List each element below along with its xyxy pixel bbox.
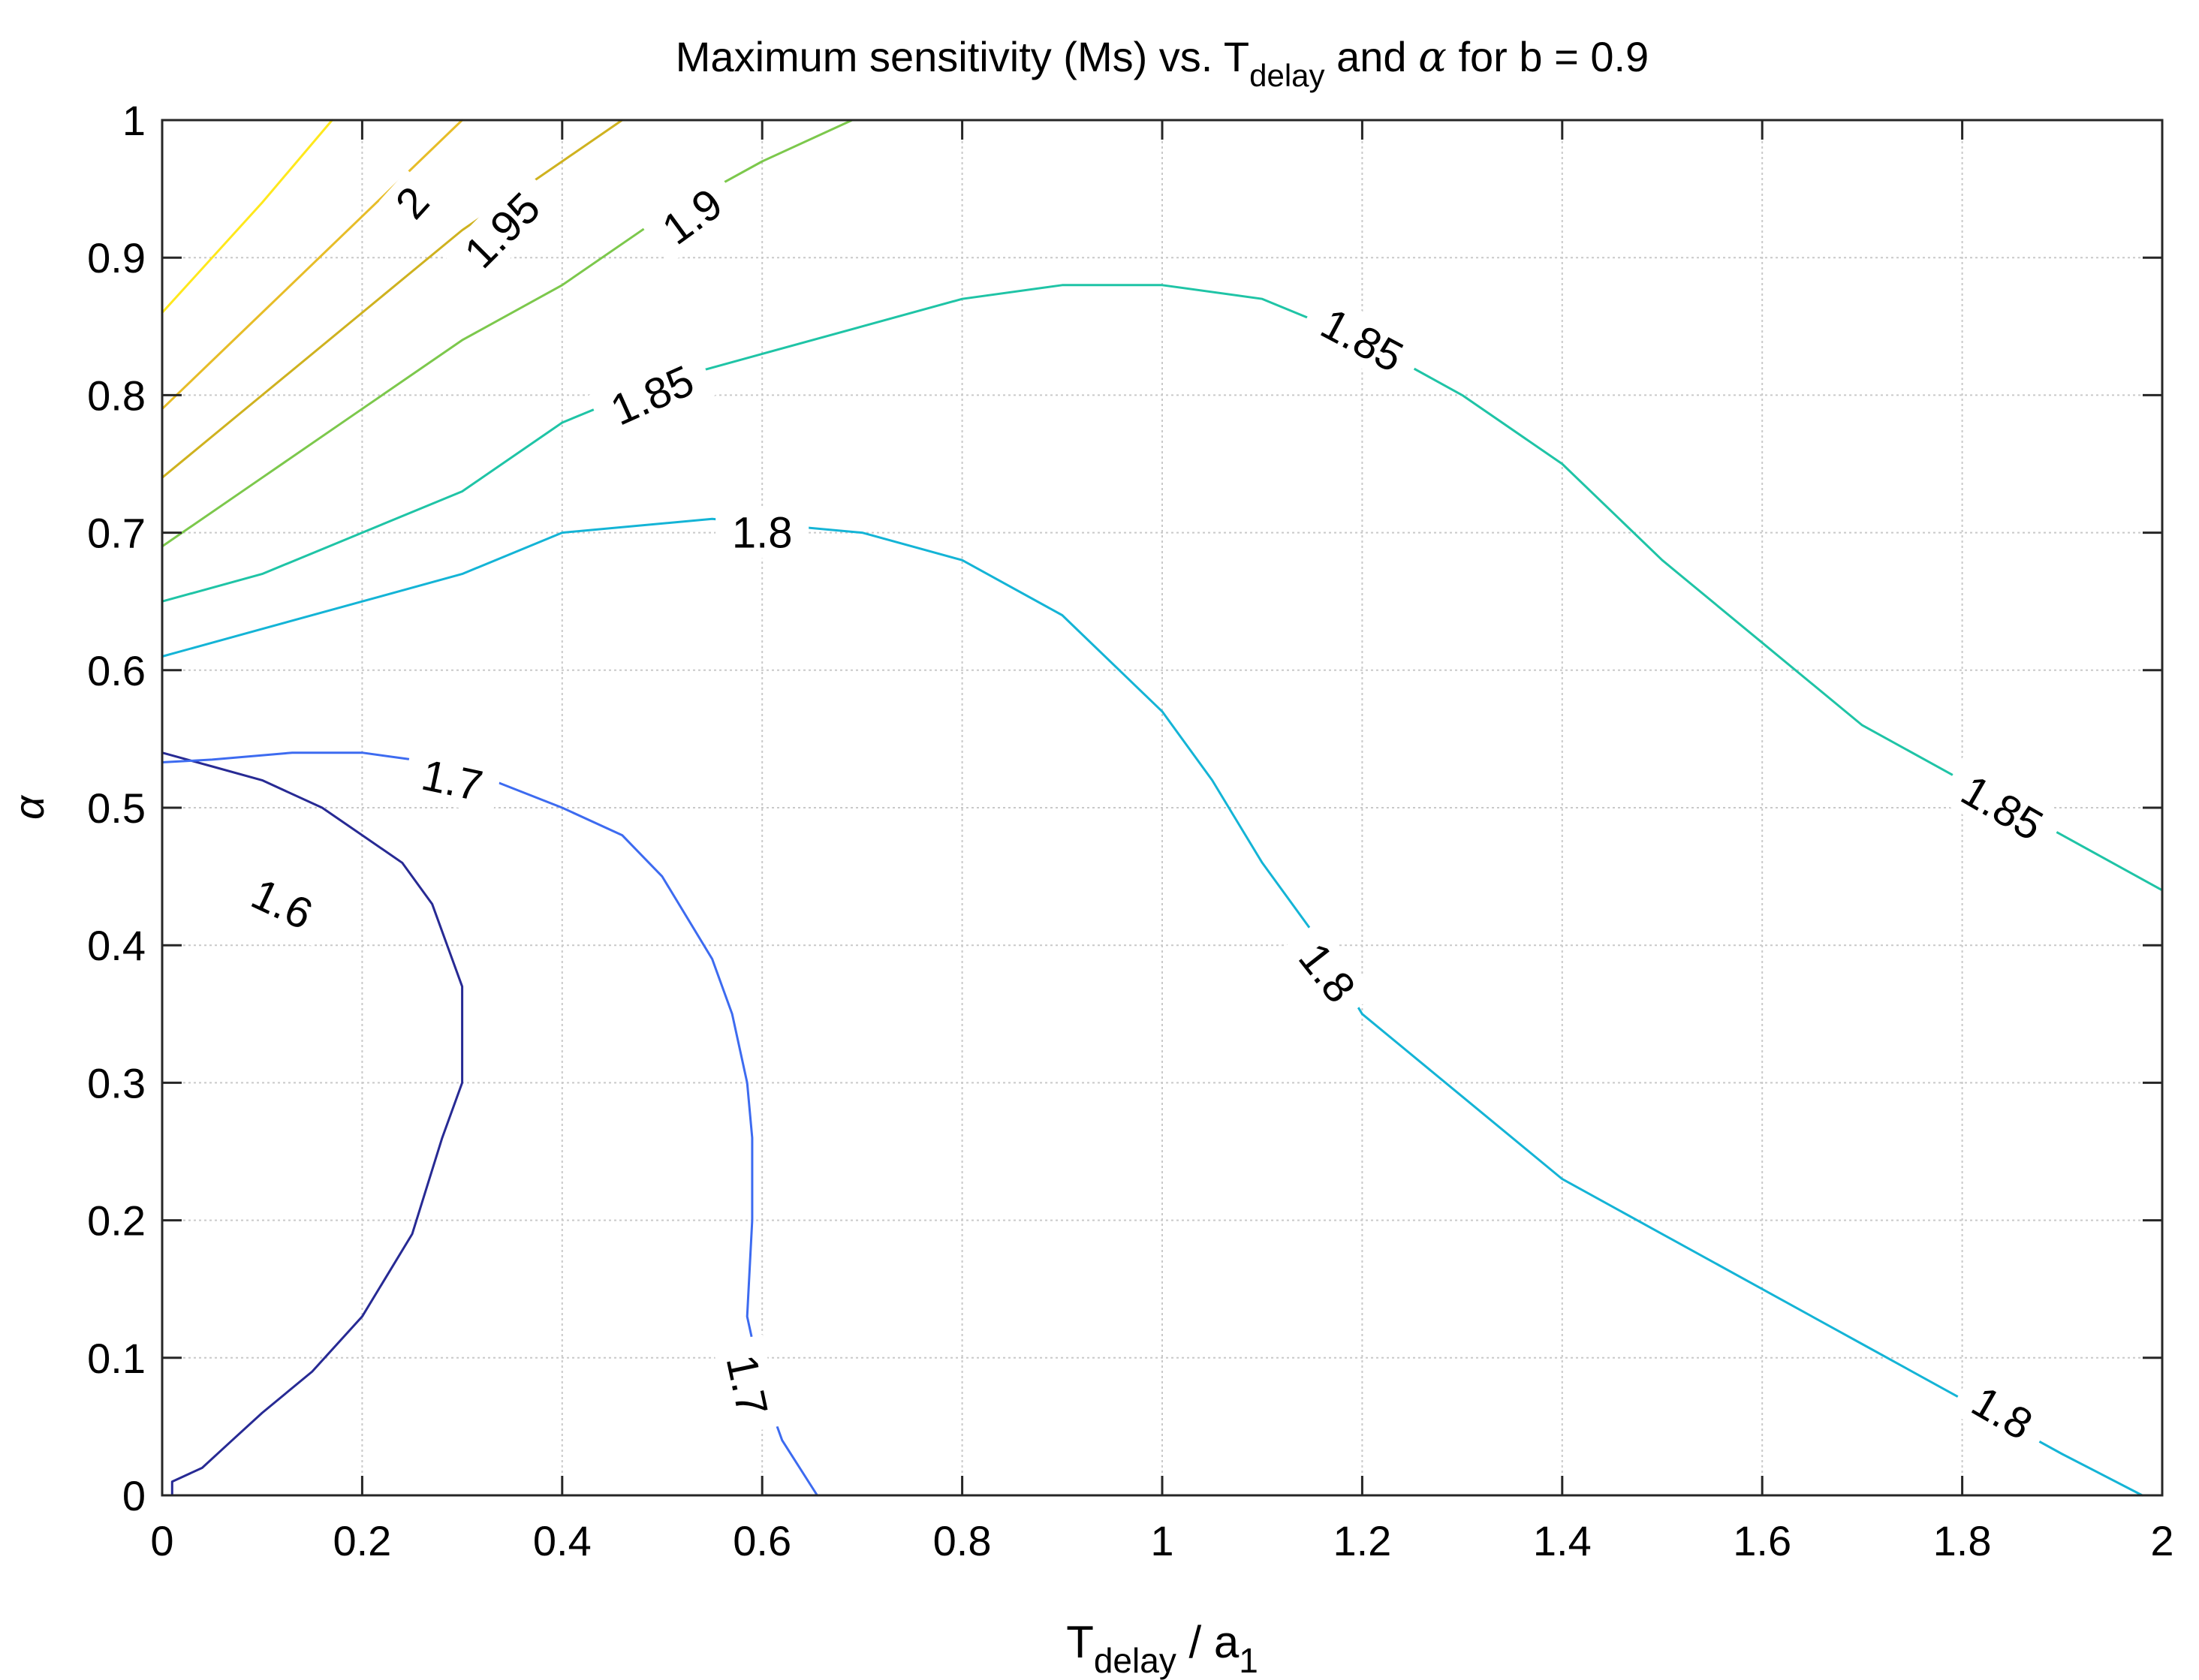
title-main: Maximum sensitivity (Ms) vs. T [676, 33, 1249, 80]
x-axis-label: Tdelay / a1 [1066, 1617, 1258, 1680]
y-tick-label: 0.3 [87, 1059, 146, 1106]
x-tick-label: 0.8 [933, 1517, 992, 1564]
contour-label-background [639, 168, 746, 265]
contour-label: 1.6 [229, 861, 336, 947]
contour-line-1-7 [161, 751, 818, 1497]
y-tick-label: 1 [122, 97, 146, 144]
title-subscript: delay [1249, 58, 1324, 93]
contour-label-background [1949, 1367, 2056, 1459]
contour-label-background [441, 170, 562, 291]
x-tick-label: 1.8 [1933, 1517, 1992, 1564]
contour-line-1-85 [161, 284, 2164, 892]
contour-label-text: 1.8 [732, 509, 793, 558]
grid [162, 120, 2162, 1495]
contour-line-1-8 [161, 517, 2143, 1497]
x-tick-label: 0.2 [333, 1517, 391, 1564]
title-symbol: α [1418, 33, 1447, 82]
y-tick-label: 0.4 [87, 922, 146, 969]
contour-label-background [715, 507, 809, 558]
x-tick-label: 1.2 [1333, 1517, 1391, 1564]
y-tick-label: 0.9 [87, 234, 146, 282]
contour-label-background [1278, 920, 1376, 1025]
y-tick-label: 0.2 [87, 1197, 146, 1245]
x-tick-label: 0 [150, 1517, 173, 1564]
contour-line-1-9 [161, 119, 854, 548]
contour-line-1-975 [161, 119, 464, 411]
x-tick-label: 1 [1150, 1517, 1173, 1564]
contour-lines [161, 119, 2164, 1497]
contour-label: 1.8 [1278, 920, 1376, 1025]
xlabel-middle: / a [1176, 1617, 1240, 1667]
contour-label-background [712, 1334, 782, 1437]
contour-label-background [378, 170, 446, 236]
xlabel-main: T [1066, 1617, 1094, 1667]
y-tick-label: 0.7 [87, 510, 146, 557]
x-tick-label: 0.4 [533, 1517, 592, 1564]
contour-label: 1.7 [712, 1334, 782, 1437]
y-tick-label: 0.8 [87, 372, 146, 419]
axis-ticks [161, 119, 2164, 1497]
contour-line-1-6 [161, 751, 464, 1497]
tick-labels: 0 0.2 0.4 0.6 0.8 1 1.2 1.4 1.6 1.8 2 0 0.1 0.2 0.3 0.4… [87, 97, 2173, 1564]
y-tick-label: 0.1 [87, 1335, 146, 1382]
contour-label: 1.8 [715, 507, 809, 558]
y-tick-label: 0.5 [87, 784, 146, 832]
xlabel-subscript: delay [1094, 1641, 1176, 1680]
contour-line-1-95 [161, 119, 624, 479]
contour-labels: 1.61.71.71.81.81.81.851.851.851.91.952 [229, 168, 2067, 1459]
x-tick-label: 1.6 [1733, 1517, 1791, 1564]
xlabel-subscript-2: 1 [1239, 1641, 1258, 1680]
x-tick-label: 0.6 [733, 1517, 791, 1564]
y-tick-label: 0 [122, 1472, 146, 1519]
x-tick-label: 2 [2150, 1517, 2173, 1564]
y-axis-label: α [5, 794, 53, 820]
title-middle: and [1325, 33, 1419, 80]
contour-label-background [1938, 756, 2067, 860]
contour-label-background [1297, 289, 1427, 391]
contour-line-2 [161, 119, 333, 314]
contour-label-background [229, 861, 336, 947]
title-end: for b = 0.9 [1447, 33, 1649, 80]
contour-label-background [587, 348, 717, 443]
contour-label-background [401, 745, 504, 815]
chart-title: Maximum sensitivity (Ms) vs. Tdelay and … [676, 33, 1649, 93]
contour-label: 1.7 [401, 745, 504, 815]
x-tick-label: 1.4 [1533, 1517, 1592, 1564]
y-tick-label: 0.6 [87, 647, 146, 694]
